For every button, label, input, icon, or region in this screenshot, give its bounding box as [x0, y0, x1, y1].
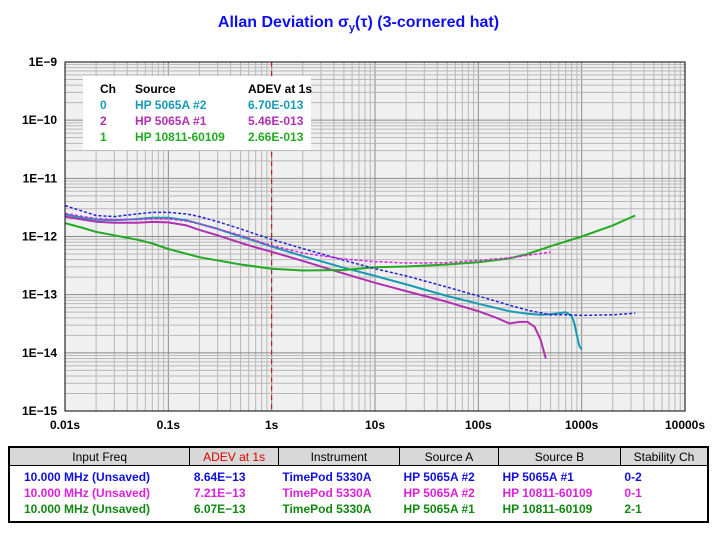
- series-line-3: [64, 204, 636, 317]
- y-tick-label: 1E−9: [29, 55, 58, 69]
- table-cell: HP 10811-60109: [502, 486, 593, 500]
- table-cell: 8.64E−13: [193, 470, 246, 484]
- series-line-1: [64, 215, 547, 359]
- table-header-row: Input Freq ADEV at 1s Instrument Source …: [8, 446, 709, 466]
- table-cell: 7.21E−13: [193, 486, 246, 500]
- legend-source: HP 5065A #2: [135, 98, 207, 112]
- x-tick-label: 1s: [265, 418, 279, 432]
- series-line-4: [64, 212, 551, 264]
- plot-frame: [64, 61, 686, 412]
- table-cell: TimePod 5330A: [282, 502, 372, 516]
- table-cell: 0-2: [624, 470, 642, 484]
- y-tick-label: 1E−11: [23, 171, 58, 185]
- table-cell: HP 5065A #1: [403, 502, 475, 516]
- series-line-0: [64, 213, 583, 350]
- table-cell: 2-1: [624, 502, 642, 516]
- legend-source: HP 5065A #1: [135, 114, 207, 128]
- header-adev: ADEV at 1s: [189, 446, 279, 466]
- table-cell: HP 5065A #2: [403, 486, 475, 500]
- table-cell: HP 5065A #1: [502, 470, 574, 484]
- legend-ch: 1: [100, 130, 107, 144]
- x-tick-label: 0.01s: [50, 418, 80, 432]
- legend-adev: 2.66E-013: [248, 130, 304, 144]
- x-tick-labels: 0.01s 0.1s 1s 10s 100s 1000s 10000s: [50, 418, 705, 432]
- legend-source: HP 10811-60109: [135, 130, 225, 144]
- series-line-2: [64, 214, 636, 272]
- x-tick-label: 0.1s: [157, 418, 181, 432]
- x-tick-label: 10s: [365, 418, 385, 432]
- y-tick-label: 1E−10: [22, 113, 57, 127]
- legend-adev: 5.46E-013: [248, 114, 304, 128]
- table-cell: 10.000 MHz (Unsaved): [24, 470, 151, 484]
- series-layer: [64, 204, 636, 359]
- x-tick-label: 1000s: [565, 418, 599, 432]
- allan-deviation-chart: 0.01s 0.1s 1s 10s 100s 1000s 10000s 1E−91E−101…: [22, 55, 705, 432]
- y-tick-label: 1E−14: [22, 346, 57, 360]
- table-row: 10.000 MHz (Unsaved) 6.07E−13 TimePod 5330…: [9, 501, 708, 522]
- x-tick-label: 100s: [465, 418, 492, 432]
- header-stability-ch: Stability Ch: [619, 446, 709, 466]
- table-row: 10.000 MHz (Unsaved) 7.21E−13 TimePod 5330…: [9, 485, 708, 501]
- table-cell: 10.000 MHz (Unsaved): [24, 502, 151, 516]
- header-source-b: Source B: [497, 446, 621, 466]
- stability-table: Input Freq ADEV at 1s Instrument Source …: [8, 446, 709, 523]
- legend-box: Ch Source ADEV at 1s 0 HP 5065A #2 6.70E-0…: [83, 76, 312, 150]
- header-instrument: Instrument: [277, 446, 400, 466]
- legend-header-adev: ADEV at 1s: [248, 82, 312, 96]
- legend-ch: 2: [100, 114, 107, 128]
- table-row: 10.000 MHz (Unsaved) 8.64E−13 TimePod 5330…: [9, 466, 708, 486]
- header-source-a: Source A: [398, 446, 499, 466]
- legend-header-source: Source: [135, 82, 176, 96]
- legend-background: [83, 76, 311, 150]
- table-cell: TimePod 5330A: [282, 470, 372, 484]
- legend-header-ch: Ch: [100, 82, 116, 96]
- table-cell: HP 10811-60109: [502, 502, 593, 516]
- chart-title: Allan Deviation σy(τ) (3-cornered hat): [217, 14, 500, 34]
- legend-adev: 6.70E-013: [248, 98, 304, 112]
- table-cell: 0-1: [624, 486, 642, 500]
- table-cell: HP 5065A #2: [403, 470, 475, 484]
- x-tick-label: 10000s: [665, 418, 705, 432]
- y-tick-label: 1E−12: [22, 230, 57, 244]
- legend-ch: 0: [100, 98, 107, 112]
- header-input-freq: Input Freq: [8, 446, 191, 466]
- table-cell: 6.07E−13: [193, 502, 246, 516]
- y-tick-label: 1E−13: [22, 288, 57, 302]
- table-cell: 10.000 MHz (Unsaved): [24, 486, 151, 500]
- table-cell: TimePod 5330A: [282, 486, 372, 500]
- y-tick-label: 1E−15: [22, 404, 57, 418]
- y-tick-labels: 1E−9 1E−10 1E−11 1E−12 1E−13 1E−14 1E−15: [22, 55, 57, 418]
